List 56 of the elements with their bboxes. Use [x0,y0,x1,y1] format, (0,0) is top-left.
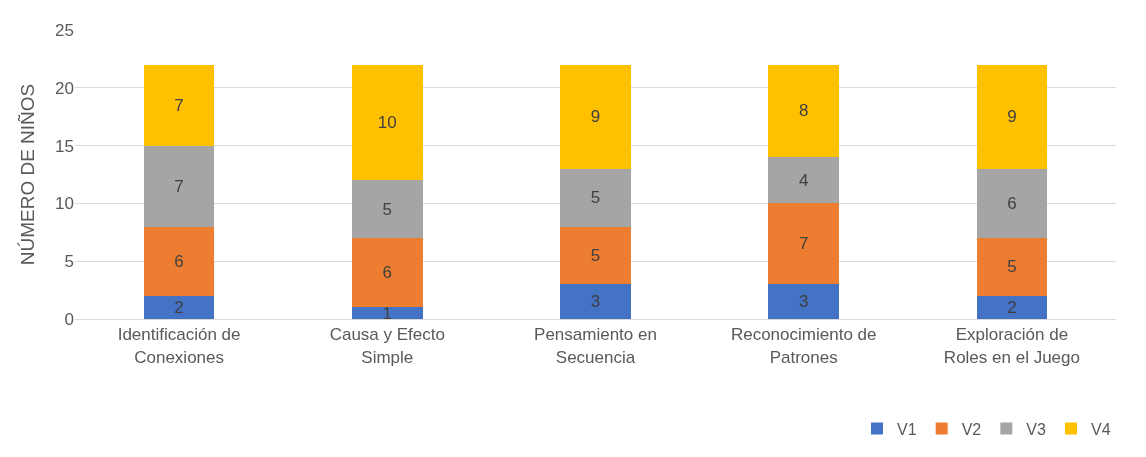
x-tick-label: Causa y Efecto Simple [329,325,445,367]
y-tick-label: 10 [55,194,74,214]
legend-label: V1 [897,420,917,438]
bar [768,64,840,158]
data-label: 1 [382,303,393,323]
data-label: 9 [590,107,601,127]
data-label: 7 [798,234,809,254]
data-label: 6 [382,263,393,283]
bar [560,284,631,319]
bar [768,203,840,285]
data-label: 3 [590,292,601,312]
y-tick-label: 25 [55,20,74,40]
bar [768,157,840,204]
data-label: 5 [1007,257,1017,277]
bar [560,226,631,285]
bar [768,284,840,319]
data-label: 5 [590,245,601,265]
data-label: 3 [798,292,809,312]
data-label: 2 [1007,297,1017,317]
data-label: 2 [174,297,184,317]
x-tick-label: Reconocimiento de Patrones [730,325,877,367]
bar [143,295,215,319]
data-label: 7 [174,176,184,196]
bar [351,307,423,319]
legend-label: V4 [1091,420,1111,438]
bar [976,64,1048,169]
bar [976,295,1048,319]
data-label: 9 [1007,107,1017,127]
y-tick-label: 0 [64,309,74,329]
bar [143,64,215,146]
legend-label: V3 [1026,420,1047,438]
x-tick-label: Exploración de Roles en el Juego [943,325,1080,367]
bar [560,64,631,169]
x-tick-label: Pensamiento en Secuencia [534,325,657,367]
data-label: 8 [798,101,809,121]
data-label: 5 [590,188,601,208]
y-axis-title: NÚMERO DE NIÑOS [16,83,38,266]
x-tick-label: Identificación de Conexiones [117,325,241,367]
bar [351,64,423,181]
bar [560,168,631,227]
data-label: 6 [174,251,184,271]
y-tick-label: 20 [55,78,74,98]
y-tick-label: 15 [55,136,74,156]
data-label: 4 [798,170,809,190]
y-tick-label: 5 [64,252,74,272]
legend-label: V2 [961,420,982,438]
bar [351,180,423,239]
bar [976,238,1048,296]
data-label: 6 [1007,193,1017,213]
bar [143,145,215,227]
data-label: 7 [174,95,184,115]
data-label: 5 [382,199,393,219]
bar [143,226,215,296]
bar [351,238,423,308]
data-label: 10 [377,112,397,132]
bar [976,168,1048,239]
